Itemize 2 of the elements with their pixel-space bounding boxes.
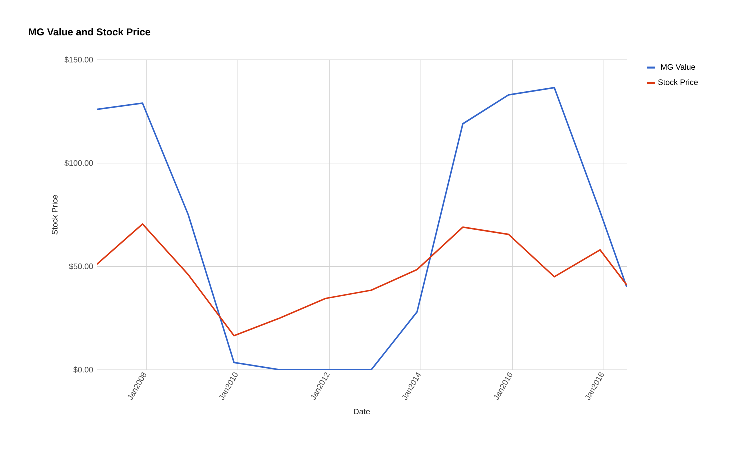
line-series <box>97 224 628 337</box>
chart-title: MG Value and Stock Price <box>29 28 151 36</box>
